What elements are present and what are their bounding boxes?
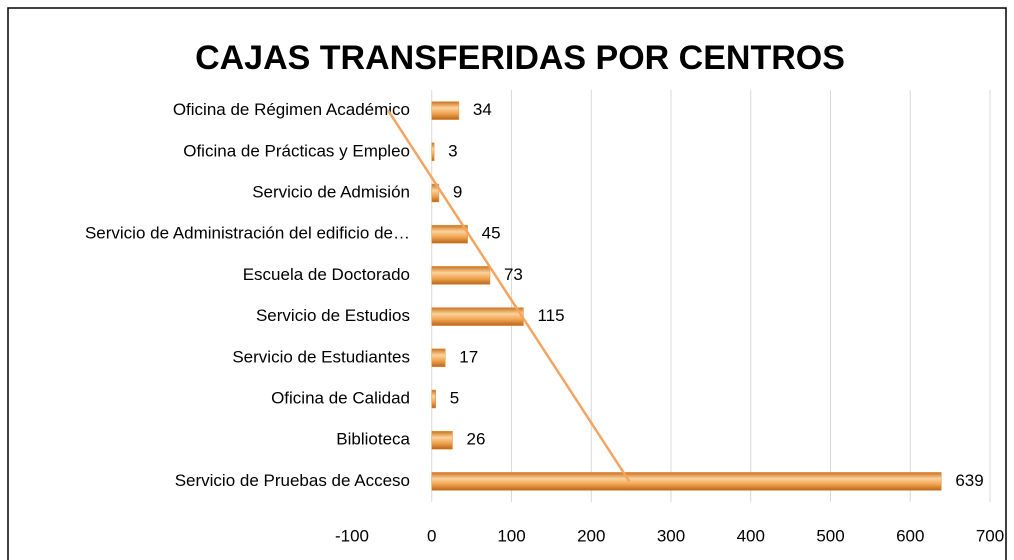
value-label: 5 xyxy=(450,388,459,407)
bar xyxy=(431,472,942,491)
y-tick-label: Escuela de Doctorado xyxy=(243,265,410,284)
y-tick-label: Servicio de Admisión xyxy=(252,182,410,201)
bar xyxy=(431,101,460,120)
y-tick-label: Biblioteca xyxy=(336,430,410,449)
x-tick-label: -100 xyxy=(335,526,369,545)
y-tick-label: Servicio de Estudios xyxy=(256,306,410,325)
x-tick-label: 600 xyxy=(896,526,924,545)
y-tick-label: Servicio de Administración del edificio … xyxy=(85,224,410,243)
x-tick-label: 500 xyxy=(816,526,844,545)
value-label: 3 xyxy=(448,141,457,160)
y-tick-label: Servicio de Pruebas de Acceso xyxy=(175,471,410,490)
bar xyxy=(431,307,524,326)
value-label: 26 xyxy=(466,430,485,449)
value-label: 115 xyxy=(537,306,564,325)
value-label: 73 xyxy=(504,265,523,284)
bar xyxy=(431,389,436,409)
chart-title: CAJAS TRANSFERIDAS POR CENTROS xyxy=(195,39,845,77)
x-tick-label: 700 xyxy=(976,526,1004,545)
bar xyxy=(431,224,468,244)
bar xyxy=(431,142,435,162)
y-tick-label: Oficina de Régimen Académico xyxy=(173,100,410,119)
value-label: 9 xyxy=(453,182,462,201)
x-tick-label: 100 xyxy=(497,526,525,545)
bar xyxy=(431,266,491,285)
x-tick-label: 400 xyxy=(737,526,765,545)
bar xyxy=(431,348,446,368)
y-tick-label: Servicio de Estudiantes xyxy=(232,347,410,366)
x-tick-label: 0 xyxy=(427,526,436,545)
trendline xyxy=(387,109,631,483)
y-tick-label: Oficina de Prácticas y Empleo xyxy=(183,141,410,160)
y-tick-label: Oficina de Calidad xyxy=(271,388,410,407)
value-label: 17 xyxy=(459,347,478,366)
value-label: 34 xyxy=(473,100,492,119)
bar xyxy=(431,430,453,450)
x-tick-label: 200 xyxy=(577,526,605,545)
value-label: 639 xyxy=(955,471,983,490)
x-tick-label: 300 xyxy=(657,526,685,545)
value-label: 45 xyxy=(482,224,501,243)
chart-border xyxy=(7,7,1007,560)
